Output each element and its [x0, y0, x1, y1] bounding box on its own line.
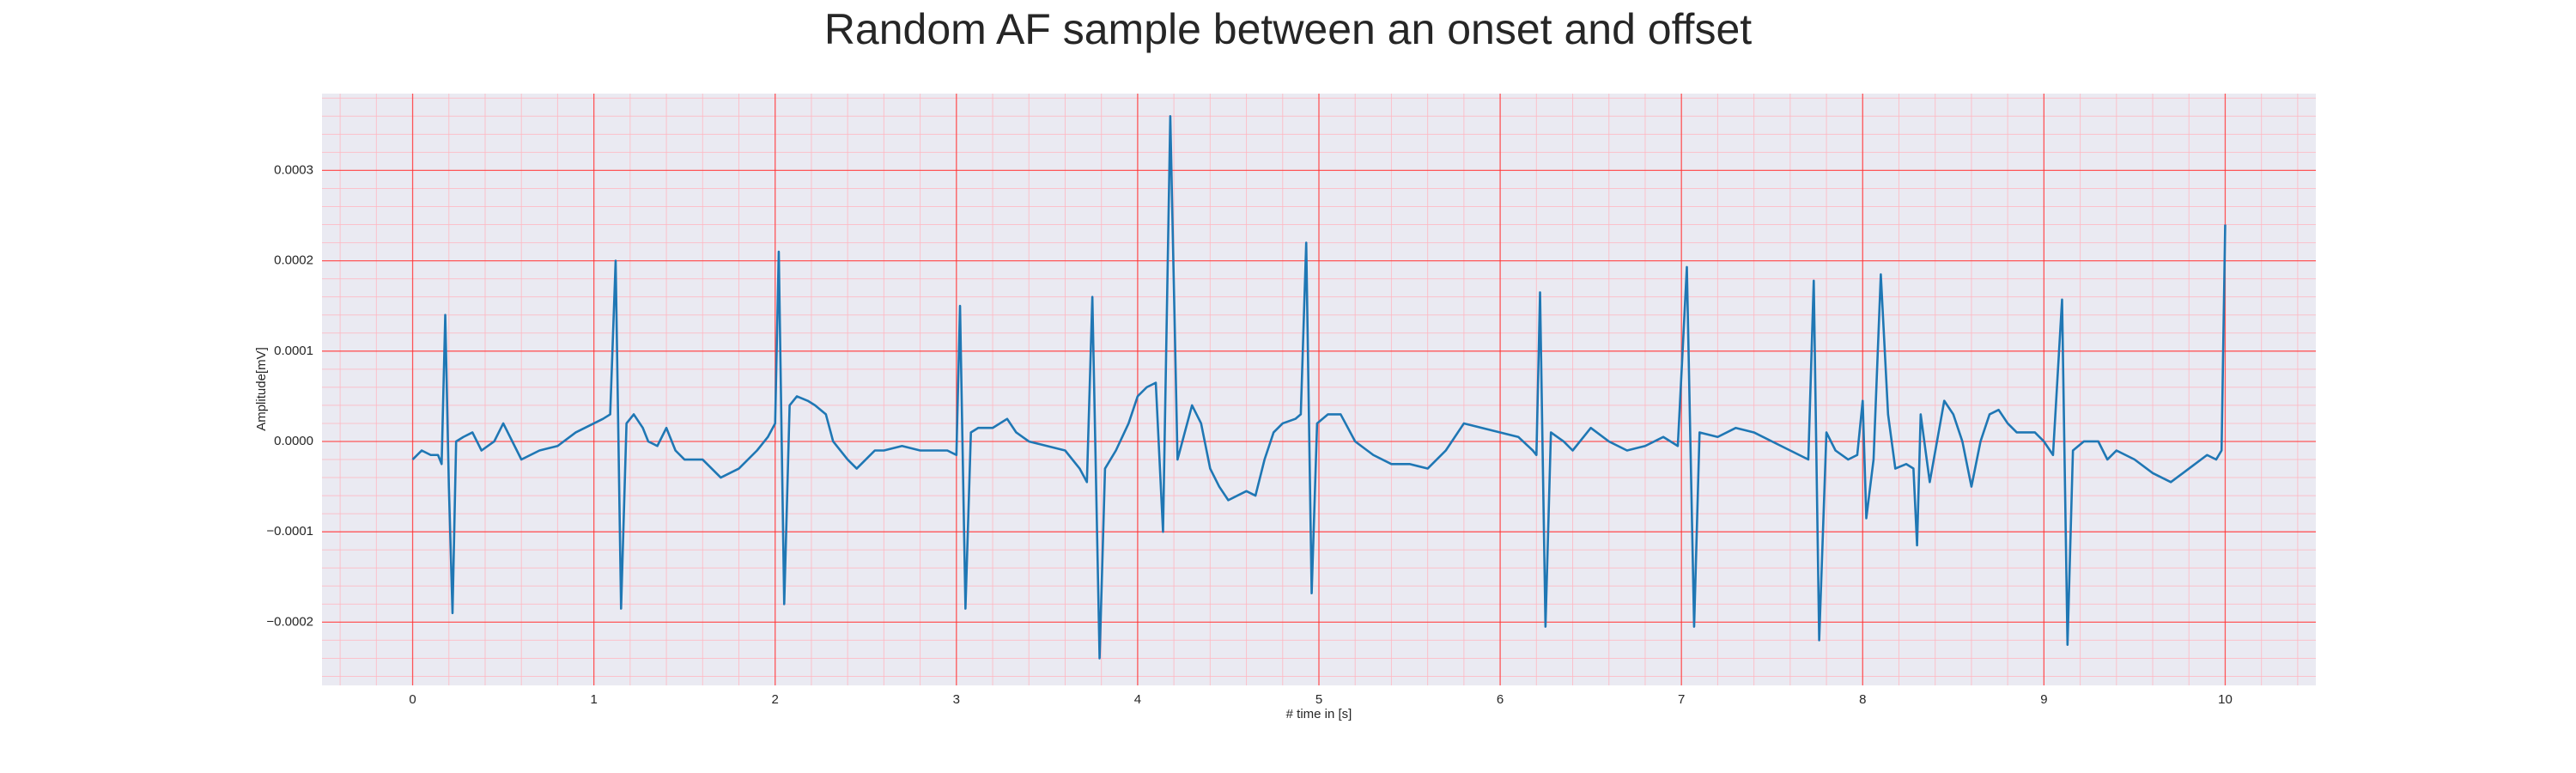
chart-title: Random AF sample between an onset and of… — [824, 5, 1752, 53]
major-grid — [322, 94, 2316, 685]
x-tick-label: 8 — [1859, 692, 1866, 707]
y-tick-label: 0.0003 — [274, 162, 313, 177]
x-tick-label: 2 — [772, 692, 779, 707]
y-tick-label: −0.0001 — [266, 524, 313, 539]
x-tick-label: 9 — [2040, 692, 2047, 707]
x-tick-label: 7 — [1678, 692, 1685, 707]
x-tick-label: 1 — [590, 692, 597, 707]
x-tick-label: 6 — [1497, 692, 1504, 707]
y-tick-label: −0.0002 — [266, 614, 313, 629]
tick-labels: 0 1 2 3 4 5 6 7 8 9 10 −0.0002 −0.0001 0.0000 0.0001 0.… — [266, 162, 2232, 707]
y-axis-label: Amplitude[mV] — [254, 347, 269, 431]
x-tick-label: 5 — [1315, 692, 1322, 707]
x-tick-label: 0 — [409, 692, 416, 707]
x-axis-label: # time in [s] — [1286, 707, 1352, 721]
series-group — [411, 115, 2227, 660]
series-line — [411, 115, 2227, 660]
x-tick-label: 10 — [2218, 692, 2233, 707]
y-tick-label: 0.0000 — [274, 434, 313, 448]
x-tick-label: 3 — [953, 692, 960, 707]
y-tick-label: 0.0001 — [274, 344, 313, 358]
x-tick-label: 4 — [1134, 692, 1141, 707]
y-tick-label: 0.0002 — [274, 253, 313, 268]
